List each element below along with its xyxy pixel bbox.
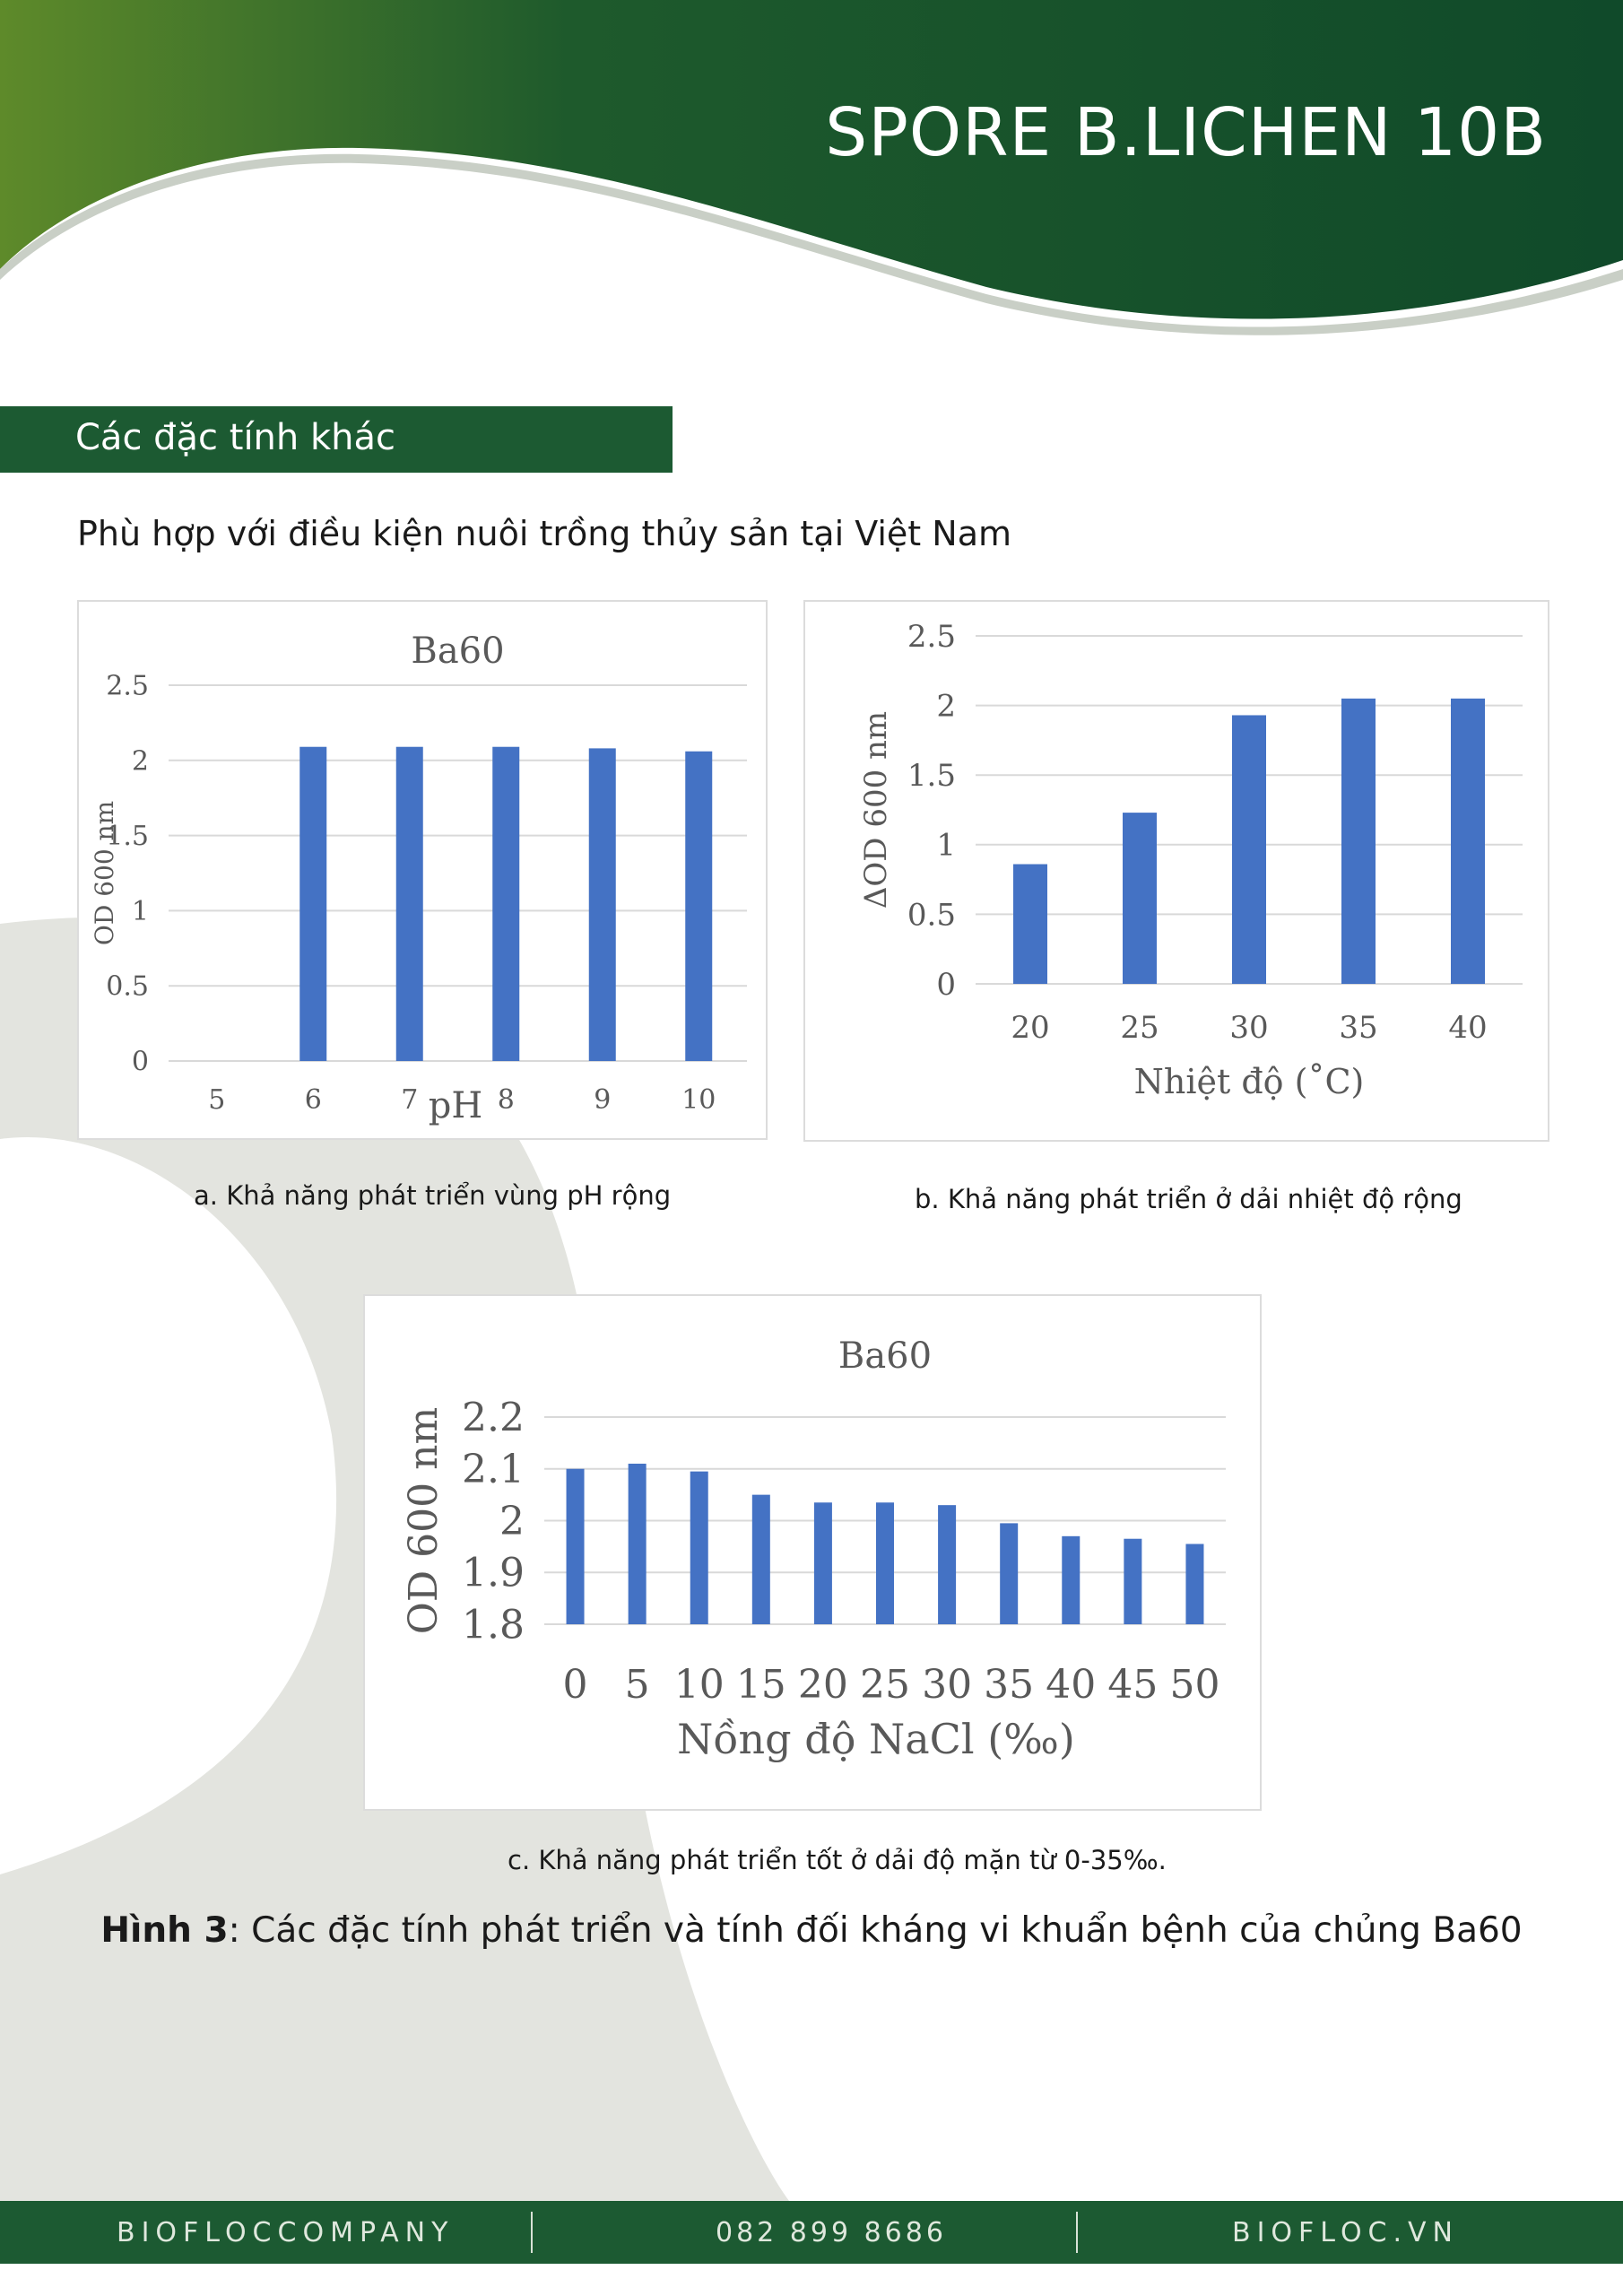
x-tick-label: 5 xyxy=(625,1662,650,1708)
x-tick-label: 6 xyxy=(305,1084,322,1116)
y-tick-label: 2 xyxy=(499,1499,525,1544)
bar xyxy=(566,1468,585,1624)
x-tick-label: 10 xyxy=(681,1084,716,1116)
x-tick-label: 20 xyxy=(798,1662,848,1708)
x-tick-label: 5 xyxy=(208,1084,225,1116)
section-bar xyxy=(0,406,673,473)
footer-website: BIOFLOC.VN xyxy=(1232,2217,1460,2248)
chart-title: Ba60 xyxy=(838,1335,932,1377)
footer-bar: BIOFLOCCOMPANY 082 899 8686 BIOFLOC.VN xyxy=(0,2201,1623,2264)
y-tick-label: 2.5 xyxy=(106,671,149,702)
y-tick-label: 1.5 xyxy=(907,758,956,794)
y-axis-label: OD 600 nm xyxy=(401,1407,447,1634)
x-tick-label: 50 xyxy=(1169,1662,1219,1708)
x-axis-label: pH xyxy=(429,1085,483,1126)
chart-temperature: 0 0.5 1 1.5 2 2.5 20 25 30 35 40 Nhiệt độ (˚C) ΔOD 6… xyxy=(803,600,1549,1142)
y-tick-label: 0 xyxy=(936,967,956,1003)
y-tick-label: 2 xyxy=(936,689,956,725)
x-tick-label: 35 xyxy=(984,1662,1034,1708)
x-tick-label: 0 xyxy=(563,1662,588,1708)
bar xyxy=(1341,698,1376,984)
y-tick-label: 1.8 xyxy=(462,1602,525,1648)
bar xyxy=(395,746,423,1061)
footer-phone: 082 899 8686 xyxy=(716,2217,947,2248)
y-tick-label: 2.1 xyxy=(462,1447,525,1492)
figure-caption: Hình 3: Các đặc tính phát triển và tính … xyxy=(0,1910,1623,1951)
figure-caption-label: Hình 3 xyxy=(100,1910,229,1951)
x-tick-label: 25 xyxy=(860,1662,910,1708)
x-axis-label: Nhiệt độ (˚C) xyxy=(1134,1062,1365,1101)
y-tick-label: 2.2 xyxy=(462,1395,525,1440)
bar xyxy=(299,746,327,1061)
caption-a: a. Khả năng phát triển vùng pH rộng xyxy=(194,1180,672,1211)
x-tick-label: 15 xyxy=(736,1662,786,1708)
y-tick-label: 0 xyxy=(132,1047,149,1078)
x-tick-label: 45 xyxy=(1107,1662,1158,1708)
bar xyxy=(938,1505,957,1624)
bar xyxy=(685,751,713,1061)
bar xyxy=(588,748,616,1061)
bar xyxy=(1185,1544,1204,1624)
y-tick-label: 1.5 xyxy=(106,821,149,852)
x-tick-label: 25 xyxy=(1120,1010,1159,1046)
bar xyxy=(1124,1538,1142,1624)
bar xyxy=(628,1463,647,1624)
chart-title: Ba60 xyxy=(411,631,504,672)
y-axis-label: OD 600 nm xyxy=(90,801,119,945)
footer-company: BIOFLOCCOMPANY xyxy=(117,2217,455,2248)
x-tick-label: 10 xyxy=(674,1662,725,1708)
footer-divider xyxy=(1076,2212,1078,2253)
bar xyxy=(1013,864,1047,984)
bar xyxy=(1123,813,1157,984)
section-title: Các đặc tính khác xyxy=(75,417,395,458)
chart-salinity: 1.8 1.9 2 2.1 2.2 0 5 10 15 20 25 30 35 40 45 50 Ba60 Nồn… xyxy=(363,1294,1262,1811)
chart-ph-svg: 0 0.5 1 1.5 2 2.5 5 6 7 8 9 10 Ba60 pH OD 600 nm xyxy=(90,631,747,1126)
x-tick-label: 9 xyxy=(594,1084,611,1116)
y-tick-label: 1 xyxy=(132,896,149,927)
x-tick-label: 8 xyxy=(498,1084,515,1116)
bar xyxy=(492,746,520,1061)
x-tick-label: 20 xyxy=(1011,1010,1049,1046)
brand-title: SPORE B.LICHEN 10B xyxy=(825,94,1547,171)
figure-caption-text: : Các đặc tính phát triển và tính đối kh… xyxy=(228,1910,1523,1951)
x-tick-label: 30 xyxy=(1229,1010,1268,1046)
caption-c: c. Khả năng phát triển tốt ở dải độ mặn … xyxy=(508,1845,1167,1875)
bar xyxy=(1232,715,1266,984)
x-tick-label: 40 xyxy=(1448,1010,1487,1046)
bar xyxy=(1451,698,1485,984)
y-tick-label: 2.5 xyxy=(907,619,956,655)
x-tick-label: 40 xyxy=(1046,1662,1096,1708)
y-tick-label: 0.5 xyxy=(907,897,956,933)
x-tick-label: 35 xyxy=(1339,1010,1377,1046)
intro-text: Phù hợp với điều kiện nuôi trồng thủy sả… xyxy=(77,514,1012,553)
x-tick-label: 30 xyxy=(922,1662,972,1708)
bar xyxy=(1000,1523,1019,1624)
chart-ph: 0 0.5 1 1.5 2 2.5 5 6 7 8 9 10 Ba60 pH OD 600 nm xyxy=(77,600,768,1140)
header-banner xyxy=(0,0,1623,335)
bar xyxy=(751,1494,770,1624)
y-tick-label: 2 xyxy=(132,745,149,777)
x-axis-label: Nồng độ NaCl (‰) xyxy=(677,1715,1075,1763)
y-tick-label: 0.5 xyxy=(106,971,149,1003)
chart-salinity-svg: 1.81.922.12.20 5 10 15 20 25 30 35 40 45 50Ba60Nồn… xyxy=(401,1335,1226,1763)
y-tick-label: 1.9 xyxy=(462,1551,525,1596)
caption-b: b. Khả năng phát triển ở dải nhiệt độ rộ… xyxy=(915,1184,1462,1214)
y-axis-label: ΔOD 600 nm xyxy=(858,711,894,909)
footer-divider xyxy=(531,2212,533,2253)
bar xyxy=(876,1502,894,1624)
bar xyxy=(813,1502,832,1624)
chart-temperature-svg: 0 0.5 1 1.5 2 2.5 20 25 30 35 40 Nhiệt độ (˚C) ΔOD 6… xyxy=(858,619,1523,1101)
y-tick-label: 1 xyxy=(936,828,956,864)
x-tick-label: 7 xyxy=(401,1084,418,1116)
bar xyxy=(690,1471,708,1624)
bar xyxy=(1062,1535,1081,1624)
